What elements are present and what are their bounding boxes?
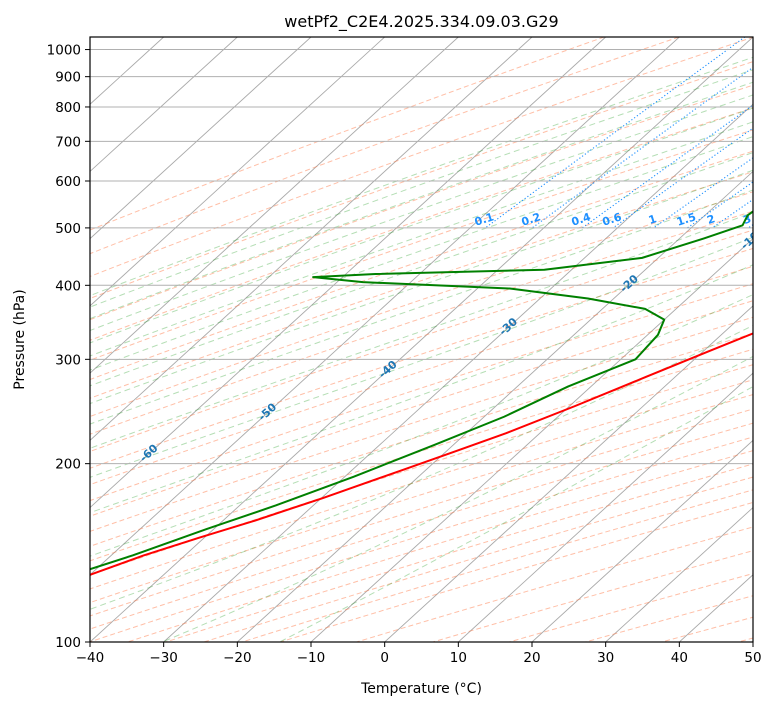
x-tick-label: 30 bbox=[597, 650, 614, 666]
x-tick-label: 20 bbox=[523, 650, 540, 666]
y-tick-label: 100 bbox=[55, 635, 81, 651]
y-tick-label: 200 bbox=[55, 457, 81, 473]
y-axis-label: Pressure (hPa) bbox=[12, 289, 28, 389]
y-tick-label: 700 bbox=[55, 134, 81, 150]
x-tick-label: 10 bbox=[450, 650, 467, 666]
x-axis-label: Temperature (°C) bbox=[360, 681, 482, 697]
y-tick-label: 800 bbox=[55, 100, 81, 116]
y-tick-label: 300 bbox=[55, 352, 81, 368]
y-tick-label: 400 bbox=[55, 278, 81, 294]
chart-title: wetPf2_C2E4.2025.334.09.03.G29 bbox=[284, 12, 558, 32]
x-tick-label: 40 bbox=[671, 650, 688, 666]
y-tick-label: 600 bbox=[55, 174, 81, 190]
x-tick-label: 0 bbox=[380, 650, 389, 666]
x-tick-label: −20 bbox=[223, 650, 252, 666]
y-tick-label: 1000 bbox=[47, 43, 81, 59]
x-tick-label: −30 bbox=[149, 650, 178, 666]
y-tick-label: 500 bbox=[55, 221, 81, 237]
y-tick-label: 900 bbox=[55, 70, 81, 86]
x-tick-label: 50 bbox=[744, 650, 761, 666]
x-tick-label: −40 bbox=[76, 650, 105, 666]
x-tick-label: −10 bbox=[297, 650, 326, 666]
